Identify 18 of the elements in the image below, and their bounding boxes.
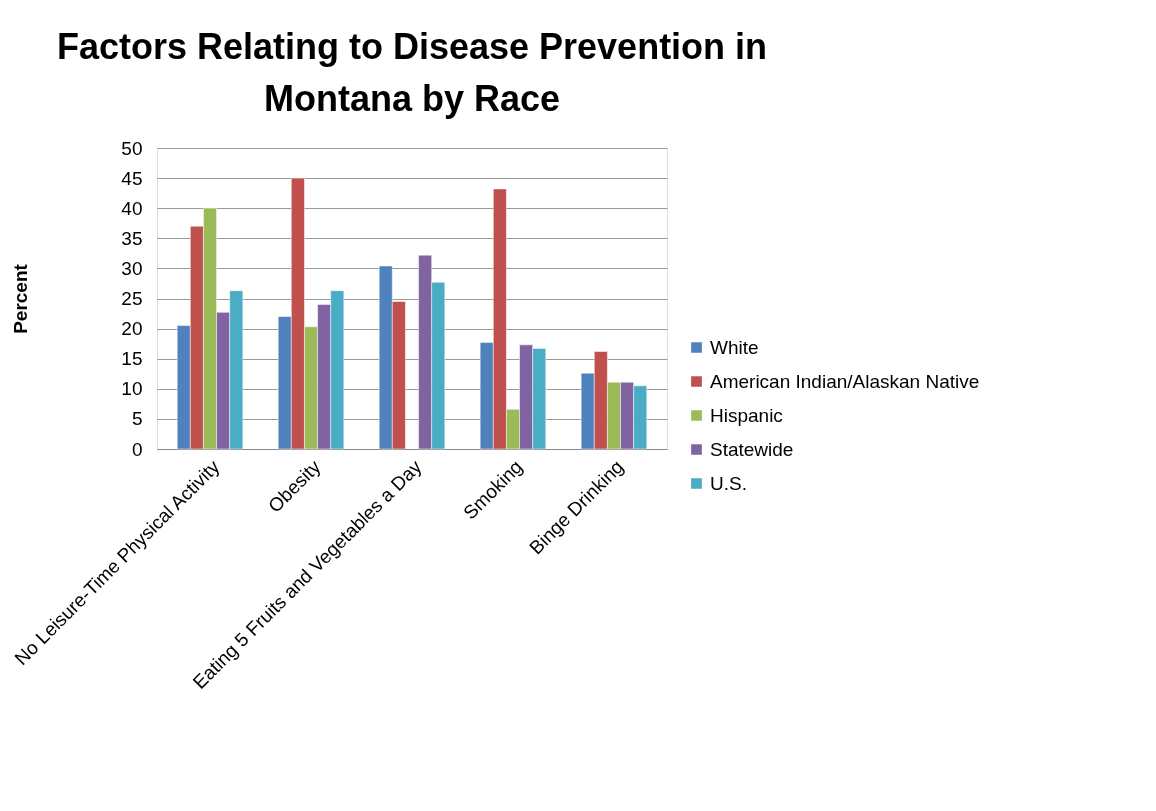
y-tick-label: 45	[121, 167, 143, 189]
legend-label: Statewide	[710, 438, 794, 460]
y-tick-label: 10	[121, 378, 143, 400]
legend-label: U.S.	[710, 472, 747, 494]
y-tick-label: 15	[121, 348, 143, 370]
y-tick-label: 50	[121, 137, 143, 159]
legend-label: Hispanic	[710, 404, 783, 426]
legend-label: White	[710, 336, 759, 358]
chart-title: Factors Relating to Disease Prevention in Montana by Race	[56, 26, 768, 119]
y-tick-label: 30	[121, 257, 143, 279]
y-tick-label: 40	[121, 197, 143, 219]
y-tick-label: 25	[121, 288, 143, 309]
y-tick-label: 5	[131, 408, 143, 430]
legend-label: American Indian/Alaskan Native	[710, 370, 980, 392]
y-tick-label: 20	[121, 318, 143, 340]
y-tick-label: 0	[131, 438, 143, 460]
y-tick-label: 35	[121, 227, 143, 249]
y-axis-title: Percent	[10, 263, 32, 334]
